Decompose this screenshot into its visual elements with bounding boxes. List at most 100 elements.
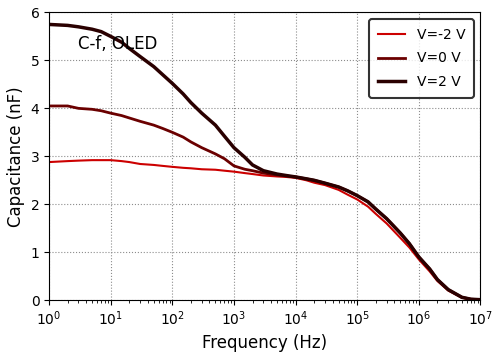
V=0 V: [260, 171, 266, 175]
V=2 V: [336, 185, 342, 189]
Line: V=2 V: V=2 V: [49, 24, 480, 300]
V=2 V: [126, 46, 132, 51]
V=0 V: [118, 113, 124, 118]
V=2 V: [242, 155, 248, 159]
V=-2 V: [344, 192, 350, 197]
V=-2 V: [98, 158, 104, 162]
V=0 V: [459, 295, 465, 299]
V=2 V: [373, 207, 379, 211]
X-axis label: Frequency (Hz): Frequency (Hz): [202, 334, 328, 352]
V=2 V: [354, 194, 360, 198]
V=-2 V: [198, 167, 204, 171]
V=0 V: [292, 175, 298, 179]
V=2 V: [416, 255, 422, 259]
V=0 V: [416, 255, 422, 259]
V=-2 V: [478, 298, 484, 302]
V=0 V: [365, 200, 371, 204]
V=-2 V: [322, 183, 328, 187]
V=2 V: [108, 34, 114, 38]
V=-2 V: [398, 236, 404, 240]
V=2 V: [222, 134, 228, 138]
V=0 V: [64, 104, 70, 108]
V=0 V: [180, 135, 186, 139]
V=0 V: [304, 177, 310, 181]
V=2 V: [46, 22, 52, 27]
V=2 V: [304, 177, 310, 181]
V=0 V: [151, 123, 157, 127]
Text: C-f, OLED: C-f, OLED: [78, 36, 158, 53]
V=-2 V: [365, 205, 371, 209]
V=-2 V: [250, 172, 256, 176]
V=2 V: [260, 168, 266, 173]
V=2 V: [98, 29, 104, 34]
V=-2 V: [64, 159, 70, 163]
V=2 V: [478, 298, 484, 302]
V=0 V: [198, 145, 204, 150]
V=0 V: [468, 297, 474, 301]
V=0 V: [445, 288, 451, 292]
V=-2 V: [292, 176, 298, 180]
V=-2 V: [89, 158, 95, 162]
V=2 V: [459, 295, 465, 299]
V=0 V: [478, 298, 484, 302]
V=-2 V: [274, 174, 280, 179]
V=2 V: [398, 231, 404, 235]
V=0 V: [354, 194, 360, 198]
Line: V=-2 V: V=-2 V: [49, 160, 480, 300]
V=0 V: [212, 152, 218, 156]
V=2 V: [384, 216, 390, 221]
V=-2 V: [384, 221, 390, 225]
V=0 V: [160, 126, 166, 131]
V=0 V: [344, 189, 350, 193]
V=2 V: [137, 55, 143, 59]
V=-2 V: [212, 168, 218, 172]
V=2 V: [468, 297, 474, 301]
V=-2 V: [151, 163, 157, 167]
V=0 V: [426, 267, 432, 271]
V=-2 V: [188, 166, 194, 171]
V=0 V: [274, 173, 280, 177]
V=0 V: [250, 168, 256, 173]
V=0 V: [222, 157, 228, 161]
V=0 V: [76, 106, 82, 111]
V=-2 V: [160, 164, 166, 168]
V=2 V: [434, 278, 440, 282]
V=2 V: [212, 123, 218, 127]
V=0 V: [406, 242, 412, 246]
V=2 V: [180, 92, 186, 96]
V=0 V: [311, 178, 317, 182]
V=-2 V: [459, 295, 465, 300]
V=0 V: [89, 107, 95, 111]
V=2 V: [198, 111, 204, 115]
V=0 V: [434, 278, 440, 282]
V=2 V: [274, 172, 280, 176]
V=0 V: [336, 185, 342, 189]
V=-2 V: [118, 159, 124, 163]
V=-2 V: [231, 169, 237, 174]
V=0 V: [283, 174, 289, 178]
V=-2 V: [46, 160, 52, 164]
V=0 V: [373, 207, 379, 211]
V=2 V: [344, 189, 350, 193]
V=0 V: [398, 231, 404, 235]
Line: V=0 V: V=0 V: [49, 106, 480, 300]
V=0 V: [188, 140, 194, 144]
V=0 V: [242, 167, 248, 171]
Legend: V=-2 V, V=0 V, V=2 V: V=-2 V, V=0 V, V=2 V: [370, 19, 474, 98]
V=2 V: [311, 178, 317, 182]
V=-2 V: [416, 257, 422, 262]
V=2 V: [365, 200, 371, 204]
V=2 V: [118, 40, 124, 44]
V=-2 V: [108, 158, 114, 162]
V=0 V: [384, 216, 390, 221]
V=-2 V: [336, 188, 342, 192]
V=-2 V: [468, 297, 474, 301]
V=0 V: [170, 130, 175, 135]
V=-2 V: [180, 165, 186, 170]
V=2 V: [406, 242, 412, 246]
V=-2 V: [426, 269, 432, 274]
V=-2 V: [283, 175, 289, 179]
V=2 V: [188, 101, 194, 105]
V=2 V: [64, 23, 70, 28]
V=2 V: [426, 267, 432, 271]
